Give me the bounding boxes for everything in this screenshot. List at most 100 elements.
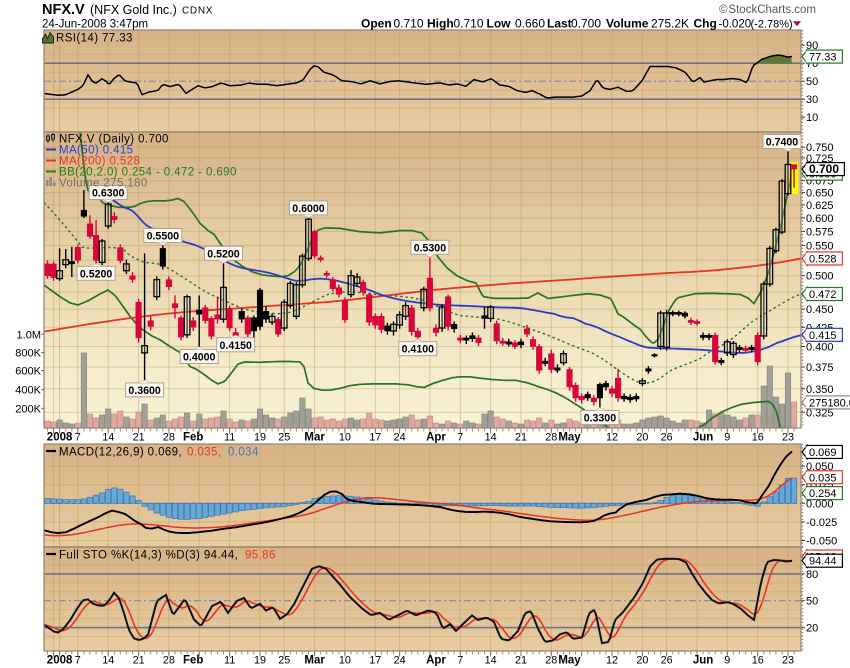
svg-text:11: 11 [224,655,235,667]
svg-text:0.4100: 0.4100 [402,344,435,356]
svg-text:9: 9 [724,655,730,667]
svg-text:14: 14 [102,655,114,667]
svg-text:Full STO %K(14,3) %D(3) 94.44,: Full STO %K(14,3) %D(3) 94.44, [59,550,238,562]
svg-text:-0.020: -0.020 [719,19,752,31]
svg-text:17: 17 [369,432,381,444]
svg-text:BB(20,2.0) 0.254 - 0.472 - 0.6: BB(20,2.0) 0.254 - 0.472 - 0.690 [59,167,237,179]
svg-text:1.0M: 1.0M [17,329,41,341]
svg-text:24: 24 [394,655,406,667]
svg-text:21: 21 [515,655,527,667]
svg-text:0.400: 0.400 [806,342,834,354]
svg-text:30: 30 [806,94,818,106]
svg-text:0.3300: 0.3300 [584,413,617,425]
svg-text:0.500: 0.500 [806,271,834,283]
svg-text:Low: Low [487,17,512,31]
svg-text:400K: 400K [15,385,41,397]
svg-text:7: 7 [457,432,463,444]
svg-text:20: 20 [636,432,648,444]
svg-text:0.660: 0.660 [515,17,545,31]
svg-text:0.5300: 0.5300 [414,242,447,254]
svg-text:0.700: 0.700 [571,17,601,31]
svg-text:RSI(14) 77.33: RSI(14) 77.33 [56,33,133,45]
svg-text:95.86: 95.86 [245,550,276,562]
svg-text:19: 19 [254,655,266,667]
svg-text:0.710: 0.710 [454,17,484,31]
svg-text:7: 7 [75,432,81,444]
svg-text:MACD(12,26,9) 0.069,: MACD(12,26,9) 0.069, [59,447,182,459]
svg-text:25: 25 [278,432,290,444]
svg-text:Mar: Mar [304,655,325,667]
svg-text:11: 11 [224,432,235,444]
svg-text:0.350: 0.350 [806,384,834,396]
svg-text:0.035: 0.035 [809,472,837,484]
svg-text:Volume: Volume [606,17,649,31]
svg-text:0.4000: 0.4000 [183,352,216,364]
svg-text:7: 7 [75,655,81,667]
svg-text:0.550: 0.550 [806,241,834,253]
svg-text:0.472: 0.472 [809,289,837,301]
svg-text:Jun: Jun [693,432,713,444]
svg-text:0.000: 0.000 [806,498,834,510]
svg-text:0.575: 0.575 [806,226,834,238]
svg-text:0.3600: 0.3600 [128,385,161,397]
svg-text:0.450: 0.450 [806,304,834,316]
svg-text:MA(50) 0.415: MA(50) 0.415 [59,145,133,157]
svg-text:-0.050: -0.050 [806,536,837,548]
svg-text:0.600: 0.600 [806,213,834,225]
svg-text:(NFX Gold Inc.): (NFX Gold Inc.) [90,3,177,17]
svg-text:0.415: 0.415 [809,330,837,342]
svg-text:12: 12 [606,432,618,444]
svg-text:0.725: 0.725 [806,153,834,165]
svg-text:0.069: 0.069 [809,447,837,459]
svg-text:0.034: 0.034 [228,447,259,459]
svg-text:0.700: 0.700 [809,162,839,176]
svg-text:High: High [427,17,454,31]
svg-text:Mar: Mar [304,432,325,444]
svg-text:0.6000: 0.6000 [292,203,325,215]
svg-text:94.44: 94.44 [809,556,837,568]
svg-text:May: May [558,655,581,667]
svg-text:50: 50 [806,596,818,608]
svg-text:May: May [558,432,581,444]
svg-text:0.254: 0.254 [809,488,837,500]
svg-text:Apr: Apr [426,655,446,667]
svg-text:0.375: 0.375 [806,362,834,374]
svg-text:0.4150: 0.4150 [219,340,252,352]
svg-text:0.650: 0.650 [806,188,834,200]
svg-text:10: 10 [339,432,351,444]
svg-text:© StockCharts.com: © StockCharts.com [719,4,816,16]
svg-text:600K: 600K [15,366,41,378]
svg-text:21: 21 [515,432,527,444]
svg-text:28: 28 [163,655,175,667]
svg-text:0.750: 0.750 [806,142,834,154]
svg-text:10: 10 [339,655,351,667]
svg-text:2008: 2008 [47,432,73,444]
svg-text:Jun: Jun [693,655,713,667]
svg-text:NFX.V: NFX.V [42,2,85,18]
svg-text:200K: 200K [15,403,41,415]
svg-text:0.5200: 0.5200 [207,248,240,260]
svg-text:24: 24 [394,432,406,444]
svg-text:0.528: 0.528 [809,254,837,266]
svg-text:7: 7 [457,655,463,667]
svg-text:90: 90 [806,40,818,52]
svg-text:Feb: Feb [183,655,203,667]
svg-text:20: 20 [636,655,648,667]
svg-text:26: 26 [661,432,673,444]
svg-text:MA(200) 0.528: MA(200) 0.528 [59,156,140,168]
svg-text:0.5500: 0.5500 [147,231,180,243]
svg-text:21: 21 [133,432,145,444]
svg-text:21: 21 [133,655,145,667]
svg-text:17: 17 [369,655,381,667]
svg-text:28: 28 [545,655,557,667]
svg-text:Feb: Feb [183,432,203,444]
svg-text:16: 16 [752,432,764,444]
svg-text:14: 14 [485,655,497,667]
svg-text:NFX.V (Daily) 0.700: NFX.V (Daily) 0.700 [59,134,169,146]
svg-text:80: 80 [806,569,818,581]
svg-text:0.625: 0.625 [806,200,834,212]
svg-text:800K: 800K [15,348,41,360]
svg-text:0.5200: 0.5200 [80,268,113,280]
svg-text:0.7400: 0.7400 [766,137,799,149]
svg-text:14: 14 [102,432,114,444]
